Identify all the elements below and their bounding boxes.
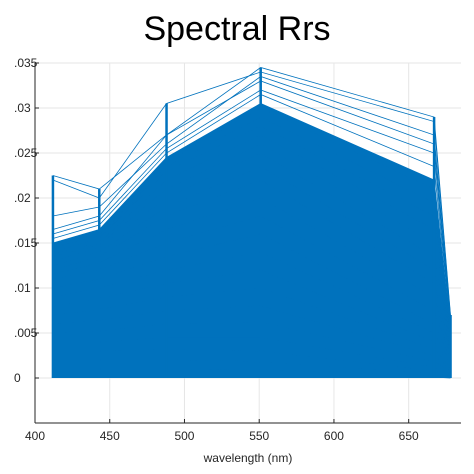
y-tick-label: .03 — [14, 101, 31, 115]
x-axis-label: wavelength (nm) — [203, 451, 293, 465]
spectrum-line — [52, 251, 451, 362]
spectrum-line — [52, 71, 451, 317]
spectrum-line — [52, 348, 451, 375]
y-tick-label: .01 — [14, 281, 31, 295]
spectrum-line — [52, 143, 451, 341]
x-tick-label: 400 — [25, 429, 45, 443]
spectrum-line — [52, 125, 451, 335]
spectrum-line — [52, 80, 451, 323]
spectrum-line — [52, 134, 451, 338]
spectra-density-fill — [52, 103, 451, 378]
spectrum-line — [52, 116, 451, 334]
x-tick-label: 600 — [324, 429, 344, 443]
spectrum-line — [52, 166, 451, 346]
spectrum-line — [52, 287, 451, 368]
spectrum-line — [52, 359, 451, 376]
spectrum-line — [52, 233, 451, 359]
x-tick-label: 450 — [100, 429, 120, 443]
spectrum-line — [52, 179, 451, 349]
spectrum-line — [52, 368, 451, 377]
spectrum-line — [52, 215, 451, 355]
spectrum-line — [52, 103, 451, 329]
spectra-fill — [52, 103, 451, 378]
spectrum-line — [52, 197, 451, 352]
y-tick-label: .005 — [14, 326, 38, 340]
x-tick-label: 500 — [174, 429, 194, 443]
y-tick-label: .025 — [14, 146, 38, 160]
spectrum-line — [52, 76, 451, 320]
y-tick-label: 0 — [14, 371, 21, 385]
spectrum-line — [52, 89, 451, 325]
y-tick-label: .015 — [14, 236, 38, 250]
y-tick-label: .02 — [14, 191, 31, 205]
axes: 400 450 500 550 600 650 0 .005 .01 .015 .02 .025 .03… — [14, 56, 461, 443]
spectrum-line — [52, 375, 451, 379]
y-tick-label: .035 — [14, 56, 38, 70]
spectrum-line — [52, 321, 451, 372]
spectrum-line — [52, 337, 451, 373]
chart-title: Spectral Rrs — [143, 10, 331, 48]
spectrum-line — [52, 305, 451, 370]
x-tick-label: 550 — [249, 429, 269, 443]
spectrum-line — [52, 152, 451, 343]
spectrum-line — [52, 107, 451, 332]
spectrum-line — [52, 269, 451, 365]
x-tick-label: 650 — [399, 429, 419, 443]
spectra-series — [51, 67, 452, 379]
spectrum-line — [52, 94, 451, 326]
